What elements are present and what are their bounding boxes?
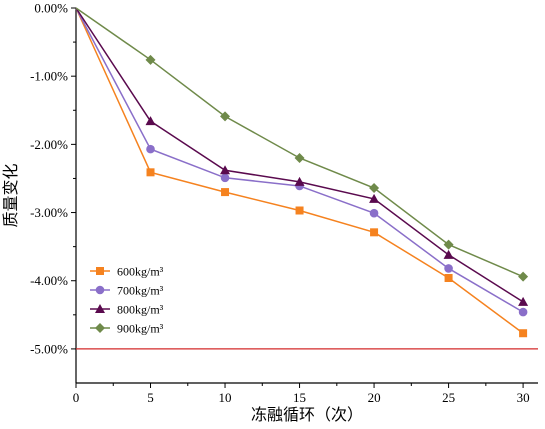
data-point [221, 188, 230, 197]
data-point [146, 144, 155, 154]
series-1 [75, 7, 528, 338]
legend: 600kg/m³ 700kg/m³ 800kg/m³ 900kg/m³ [90, 265, 164, 336]
legend-item: 600kg/m³ [90, 265, 164, 279]
data-point [443, 249, 454, 259]
legend-item: 900kg/m³ [90, 322, 164, 336]
data-point [220, 111, 231, 122]
legend-marker [95, 285, 105, 295]
legend-marker [96, 267, 104, 275]
data-point [295, 206, 304, 215]
y-axis: 0.00% -1.00% -2.00% -3.00% -4.00% -5.00% [30, 1, 76, 356]
y-axis-title: 质量变化 [1, 163, 20, 227]
y-tick-label: -1.00% [30, 69, 68, 84]
y-tick-label: -3.00% [30, 205, 68, 220]
x-tick-label: 25 [442, 390, 455, 405]
legend-label: 600kg/m³ [117, 265, 164, 279]
x-tick-label: 30 [517, 390, 530, 405]
data-point [369, 183, 380, 193]
legend-item: 800kg/m³ [90, 303, 164, 317]
data-point [444, 274, 453, 282]
x-axis: 0 5 10 15 20 25 30 [73, 383, 530, 405]
data-point [294, 176, 305, 186]
legend-label: 900kg/m³ [117, 322, 164, 336]
series-layer [75, 7, 529, 338]
legend-item: 700kg/m³ [90, 284, 164, 298]
data-point [294, 153, 305, 163]
plot-frame [75, 8, 538, 384]
series-3 [75, 7, 529, 306]
x-tick-label: 5 [147, 390, 154, 405]
legend-label: 700kg/m³ [117, 284, 164, 298]
y-tick-label: 0.00% [34, 1, 68, 16]
x-axis-title: 冻融循环（次） [251, 405, 363, 424]
data-point [369, 208, 379, 218]
data-point [444, 264, 453, 273]
x-tick-label: 10 [219, 390, 232, 405]
legend-marker [95, 323, 105, 333]
y-tick-label: -4.00% [30, 273, 68, 288]
x-tick-label: 20 [368, 390, 381, 405]
x-tick-label: 0 [73, 390, 80, 405]
data-point [519, 329, 528, 338]
data-point [369, 193, 380, 203]
data-point [145, 116, 156, 126]
data-point [518, 271, 529, 282]
y-tick-label: -2.00% [30, 137, 68, 152]
data-point [518, 307, 528, 317]
legend-marker [95, 304, 105, 313]
data-point [145, 54, 156, 65]
y-tick-label: -5.00% [30, 341, 68, 356]
data-point [146, 168, 155, 177]
legend-label: 800kg/m³ [117, 303, 164, 317]
data-point [370, 228, 379, 237]
data-point [220, 173, 230, 183]
series-line [75, 7, 524, 278]
data-point [518, 296, 529, 306]
data-point [220, 165, 231, 175]
x-tick-label: 15 [293, 390, 306, 405]
series-4 [75, 7, 529, 282]
data-point [443, 239, 454, 250]
